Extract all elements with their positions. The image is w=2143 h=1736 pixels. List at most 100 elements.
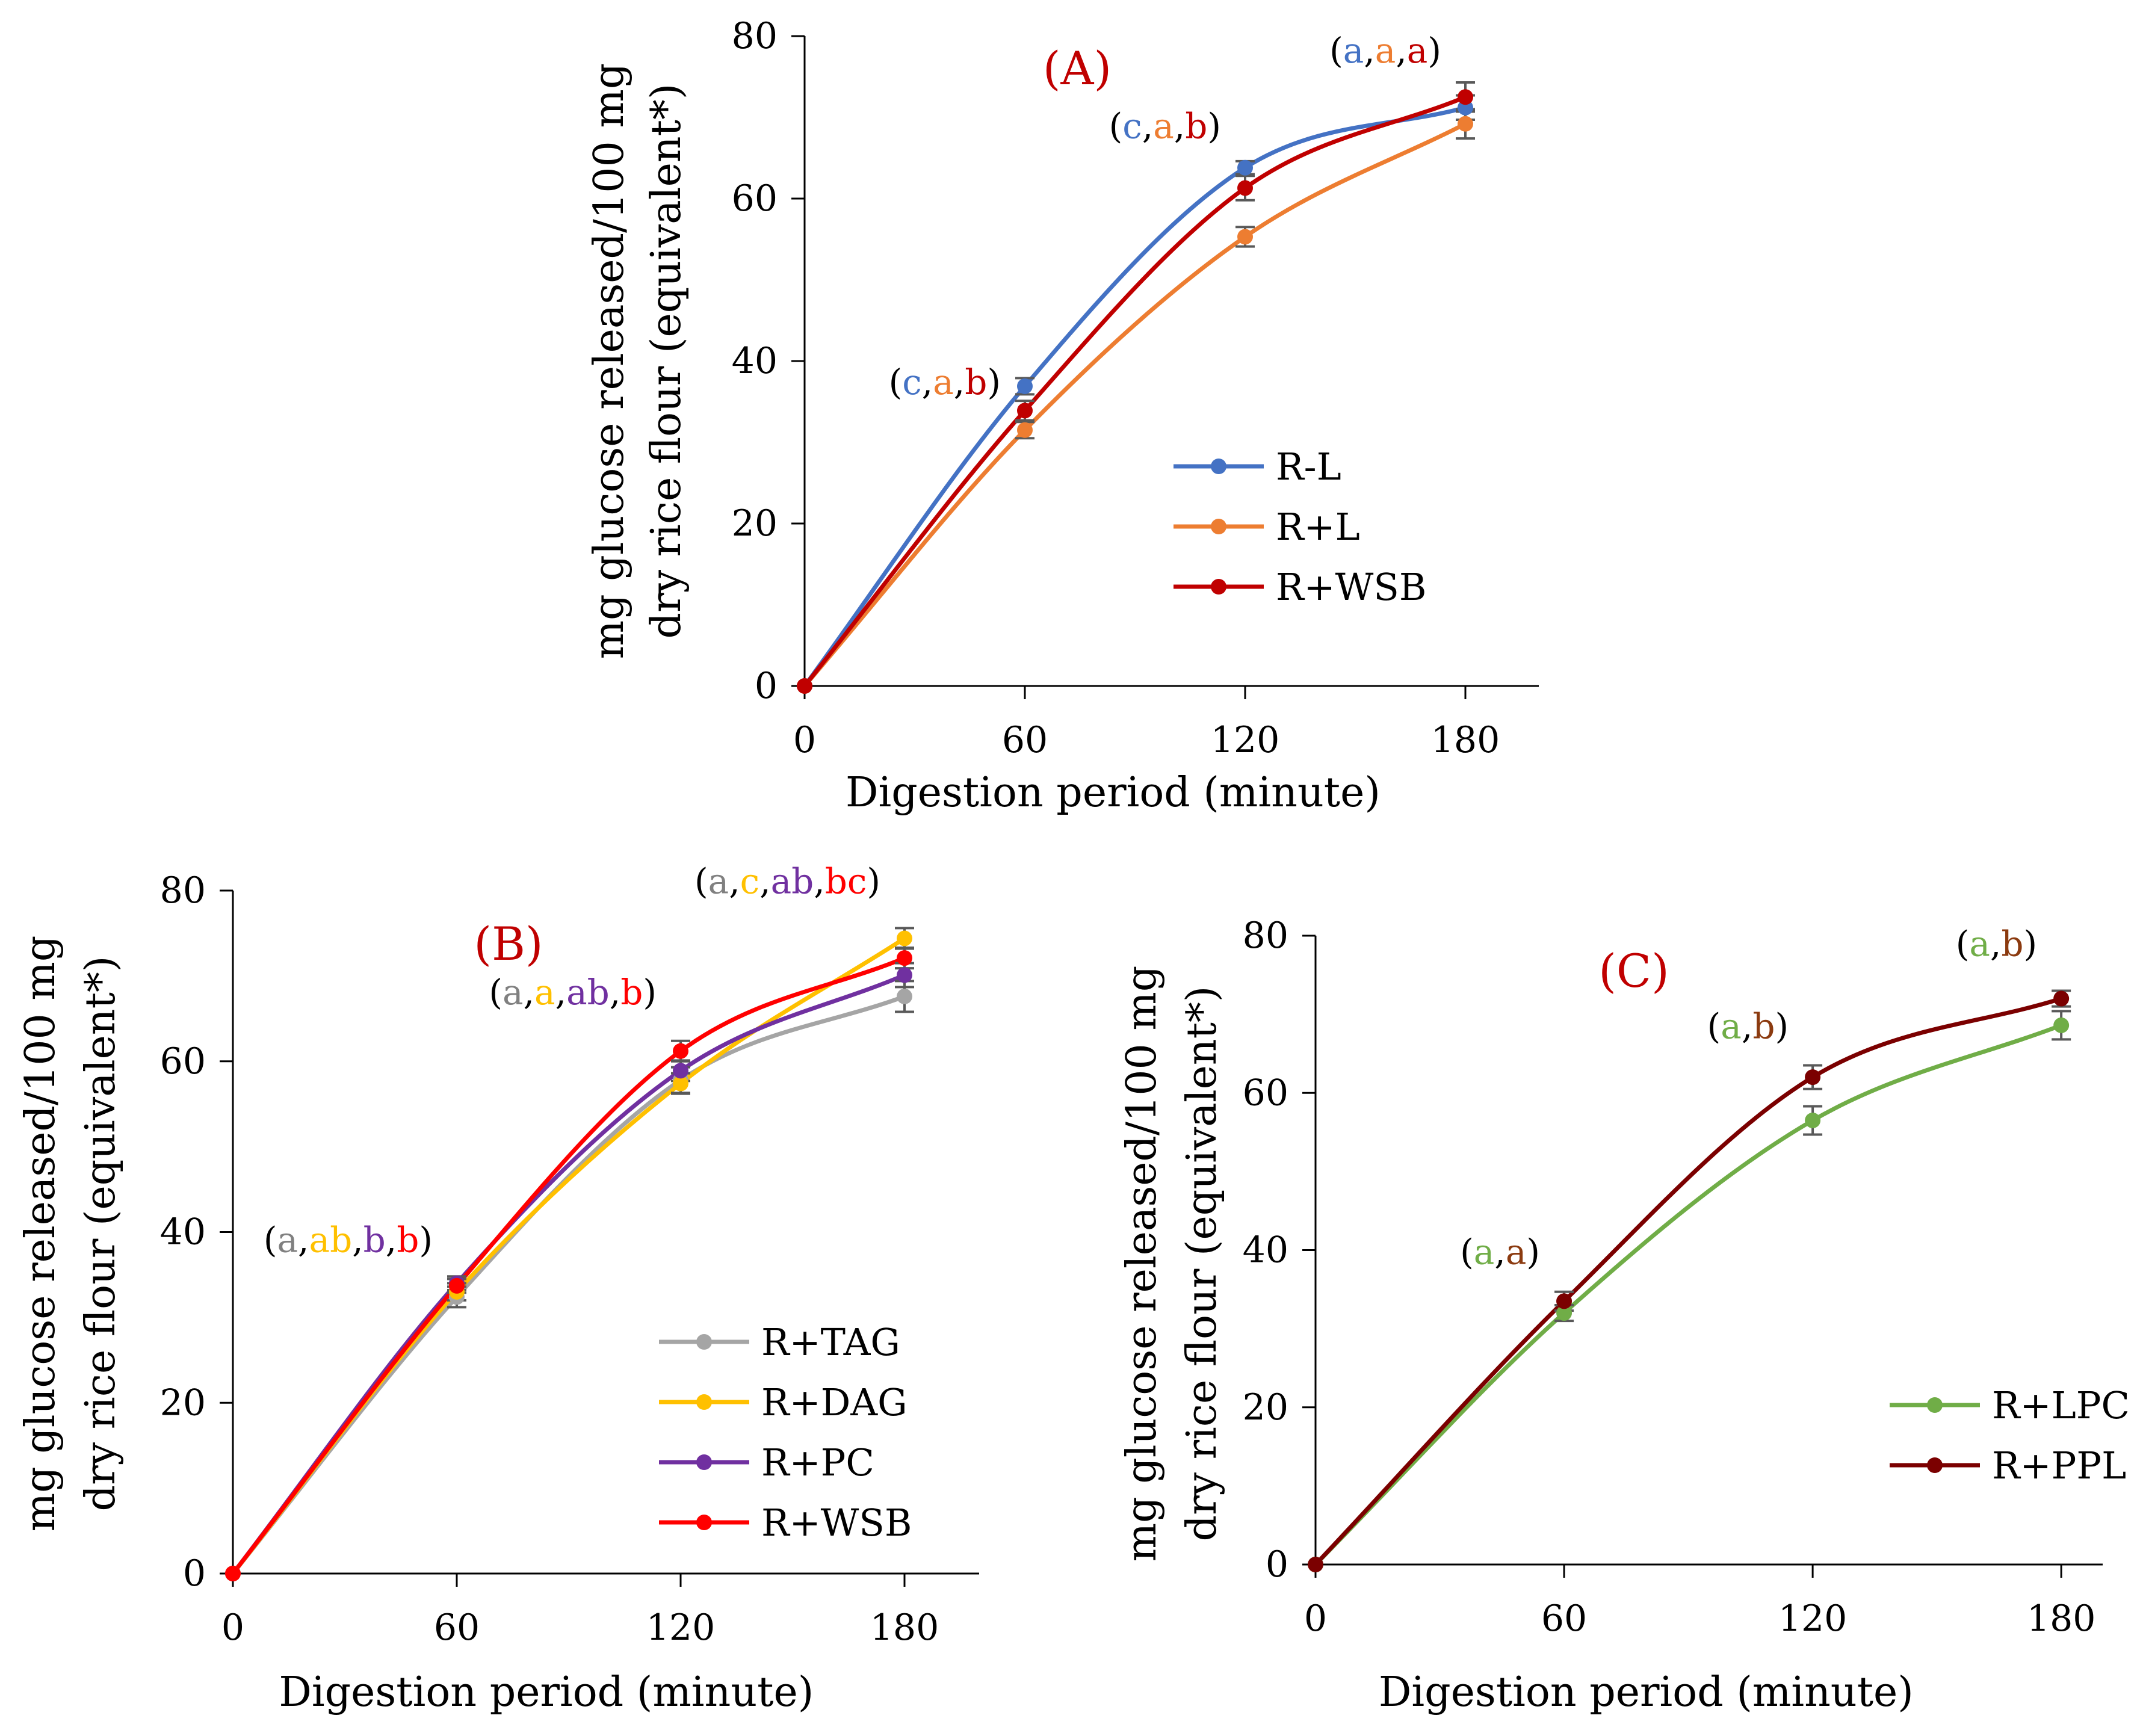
significance-label: (c,a,b) bbox=[889, 362, 1001, 403]
y-tick-label: 60 bbox=[160, 1040, 206, 1083]
legend-item: R+L bbox=[1174, 505, 1360, 549]
y-tick-label: 40 bbox=[1243, 1229, 1288, 1271]
significance-letter: a bbox=[1343, 30, 1364, 71]
data-point bbox=[1805, 1069, 1821, 1086]
significance-letter: , bbox=[1174, 106, 1185, 147]
significance-letter: bc bbox=[825, 861, 867, 902]
significance-letter: ab bbox=[771, 861, 814, 902]
x-tick-label: 180 bbox=[2027, 1598, 2096, 1640]
data-point bbox=[797, 678, 812, 694]
series-line-r-lpc bbox=[1314, 1023, 2062, 1566]
y-tick-label: 0 bbox=[755, 665, 778, 707]
legend-label: R-L bbox=[1276, 445, 1341, 489]
significance-letter: ) bbox=[1775, 1006, 1789, 1047]
data-point bbox=[1237, 180, 1253, 196]
y-tick-label: 40 bbox=[732, 340, 778, 382]
legend-swatch-marker bbox=[696, 1454, 712, 1470]
x-tick-label: 180 bbox=[870, 1607, 939, 1649]
significance-label: (a,b) bbox=[1707, 1006, 1789, 1047]
significance-letter: a bbox=[534, 972, 555, 1013]
significance-letter: ) bbox=[987, 362, 1001, 403]
legend-label: R+DAG bbox=[761, 1380, 908, 1424]
significance-letter: , bbox=[1990, 923, 2001, 964]
significance-letter: c bbox=[740, 861, 759, 902]
x-tick-label: 120 bbox=[1211, 719, 1280, 761]
data-point bbox=[1017, 422, 1033, 438]
y-tick-label: 60 bbox=[732, 178, 778, 220]
legend-label: R+TAG bbox=[761, 1320, 900, 1364]
legend-item: R+DAG bbox=[659, 1380, 908, 1424]
significance-letter: a bbox=[1407, 30, 1428, 71]
significance-letter: a bbox=[1474, 1231, 1495, 1272]
significance-label: (a,c,ab,bc) bbox=[694, 861, 880, 902]
significance-letter: ) bbox=[643, 972, 657, 1013]
y-axis-title-line: mg glucose released/100 mg bbox=[586, 63, 633, 659]
y-tick-label: 20 bbox=[1243, 1386, 1288, 1429]
x-axis-title: Digestion period (minute) bbox=[846, 769, 1381, 817]
x-tick-label: 0 bbox=[1304, 1598, 1327, 1640]
data-point bbox=[673, 1063, 688, 1079]
y-axis-title-line: mg glucose released/100 mg bbox=[1118, 966, 1166, 1562]
significance-letter: ab bbox=[566, 972, 610, 1013]
significance-letter: , bbox=[610, 972, 620, 1013]
significance-letter: ) bbox=[1207, 106, 1221, 147]
x-tick-label: 0 bbox=[793, 719, 816, 761]
chart-panel-b: 0 20 40 60 80 0 60 120 180 Digestion period (minu… bbox=[17, 861, 979, 1716]
y-axis-title-line: mg glucose released/100 mg bbox=[17, 936, 64, 1532]
data-point bbox=[897, 930, 912, 947]
y-tick-label: 0 bbox=[1266, 1543, 1288, 1586]
significance-letter: , bbox=[1494, 1231, 1505, 1272]
significance-letter: , bbox=[729, 861, 740, 902]
panel-title: (B) bbox=[474, 917, 543, 971]
x-tick-label: 60 bbox=[1002, 719, 1048, 761]
data-point bbox=[449, 1277, 465, 1294]
data-point bbox=[1805, 1112, 1821, 1128]
significance-label: (a,a) bbox=[1460, 1231, 1540, 1272]
y-axis-title-line: dry rice flour (equivalent*) bbox=[643, 84, 690, 639]
significance-letter: , bbox=[1364, 30, 1375, 71]
data-point bbox=[1556, 1293, 1572, 1309]
data-point bbox=[897, 950, 912, 966]
y-axis-title-line: dry rice flour (equivalent*) bbox=[77, 956, 125, 1512]
significance-label: (a,ab,b,b) bbox=[264, 1220, 433, 1261]
significance-letter: a bbox=[1375, 30, 1396, 71]
significance-letter: , bbox=[1396, 30, 1406, 71]
data-point bbox=[1237, 159, 1253, 176]
significance-letter: , bbox=[1742, 1006, 1752, 1047]
significance-letter: b bbox=[363, 1220, 386, 1261]
legend-item: R+TAG bbox=[659, 1320, 900, 1364]
data-point bbox=[1458, 116, 1473, 132]
significance-letter: , bbox=[922, 362, 933, 403]
significance-letter: a bbox=[708, 861, 729, 902]
significance-letter: a bbox=[503, 972, 524, 1013]
y-axis-title-line: dry rice flour (equivalent*) bbox=[1178, 986, 1226, 1542]
series-line-r-wsb bbox=[803, 95, 1467, 688]
y-tick-label: 80 bbox=[1243, 915, 1288, 957]
series-line-r-tag bbox=[231, 994, 906, 1575]
significance-letter: b bbox=[397, 1220, 419, 1261]
legend-label: R+L bbox=[1276, 505, 1360, 549]
legend-swatch-marker bbox=[1927, 1397, 1943, 1413]
data-point bbox=[2053, 990, 2070, 1007]
y-tick-label: 0 bbox=[183, 1552, 206, 1595]
significance-letter: b bbox=[965, 362, 987, 403]
legend-swatch-marker bbox=[696, 1515, 712, 1530]
significance-letter: a bbox=[933, 362, 954, 403]
legend-label: R+WSB bbox=[1276, 565, 1426, 609]
data-point bbox=[897, 967, 912, 983]
series-line-r-ppl bbox=[1314, 996, 2062, 1566]
significance-label: (a,a,ab,b) bbox=[489, 972, 657, 1013]
legend-label: R+LPC bbox=[1992, 1383, 2130, 1427]
legend-label: R+PC bbox=[761, 1441, 874, 1484]
significance-letter: c bbox=[1122, 106, 1142, 147]
legend-label: R+PPL bbox=[1992, 1444, 2126, 1487]
panel-title: (A) bbox=[1043, 42, 1112, 95]
significance-letter: a bbox=[1969, 923, 1990, 964]
significance-label: (a,b) bbox=[1956, 923, 2037, 964]
y-tick-label: 80 bbox=[732, 15, 778, 57]
data-point bbox=[225, 1566, 241, 1581]
legend-swatch-marker bbox=[1211, 459, 1226, 474]
legend-item: R+WSB bbox=[659, 1501, 912, 1545]
significance-letter: , bbox=[524, 972, 534, 1013]
